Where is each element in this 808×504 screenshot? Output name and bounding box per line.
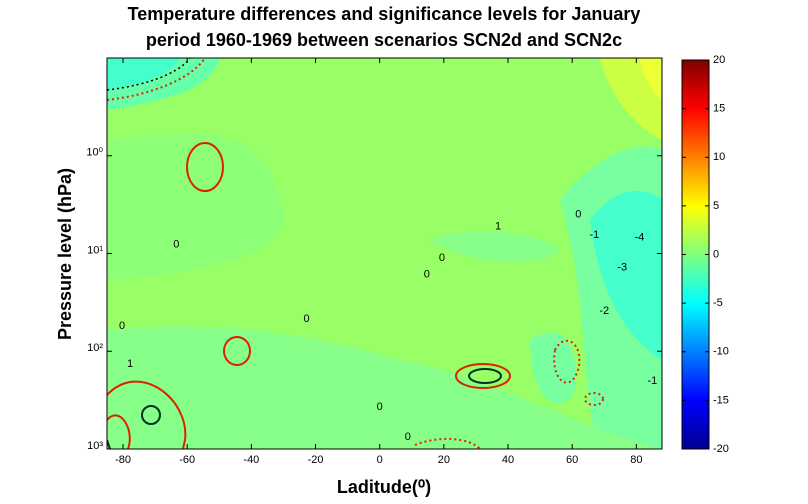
contour-label: 0: [439, 252, 445, 264]
contour-label: -2: [599, 305, 609, 317]
x-tick-label: -20: [308, 454, 324, 466]
contour-label: -4: [635, 232, 645, 244]
chart-title: period 1960-1969 between scenarios SCN2d…: [146, 30, 622, 50]
colorbar-tick-label: 5: [713, 200, 719, 212]
contour-label: 0: [405, 431, 411, 443]
colorbar: [681, 59, 710, 450]
contour-label: 1: [495, 220, 501, 232]
contour-label: 0: [575, 209, 581, 221]
contour-label: 0: [377, 401, 383, 413]
colorbar-tick-label: 20: [713, 54, 725, 66]
colorbar-tick-label: 15: [713, 103, 725, 115]
colorbar-tick-label: 10: [713, 151, 725, 163]
colorbar-tick-label: -20: [713, 443, 729, 455]
y-tick-label: 10³: [87, 440, 103, 452]
contour-label: 0: [173, 238, 179, 250]
chart-title: Temperature differences and significance…: [128, 4, 641, 24]
x-tick-label: 40: [502, 454, 514, 466]
y-axis-label: Pressure level (hPa): [55, 168, 75, 340]
contour-label: 0: [119, 320, 125, 332]
contour-lines: [107, 58, 604, 449]
colorbar-tick-label: -5: [713, 297, 723, 309]
colorbar-tick-label: -15: [713, 394, 729, 406]
y-tick-label: 10⁰: [86, 147, 103, 159]
contour-label: 1: [127, 358, 133, 370]
contour-label: -3: [617, 261, 627, 273]
x-tick-label: 80: [630, 454, 642, 466]
x-tick-label: -80: [115, 454, 131, 466]
x-tick-label: -40: [243, 454, 259, 466]
x-tick-label: 20: [438, 454, 450, 466]
x-axis-label: Laditude(⁰): [337, 477, 431, 497]
contour-field: [107, 58, 662, 449]
x-tick-label: -60: [179, 454, 195, 466]
y-tick-label: 10²: [87, 342, 103, 354]
colorbar-tick-label: 0: [713, 248, 719, 260]
contour-label: 0: [303, 313, 309, 325]
colorbar-tick-label: -10: [713, 346, 729, 358]
contour-label: -1: [589, 229, 599, 241]
x-tick-label: 60: [566, 454, 578, 466]
contour-label: 0: [424, 268, 430, 280]
x-tick-label: 0: [377, 454, 383, 466]
contour-label: -1: [647, 375, 657, 387]
y-tick-label: 10¹: [87, 244, 103, 256]
